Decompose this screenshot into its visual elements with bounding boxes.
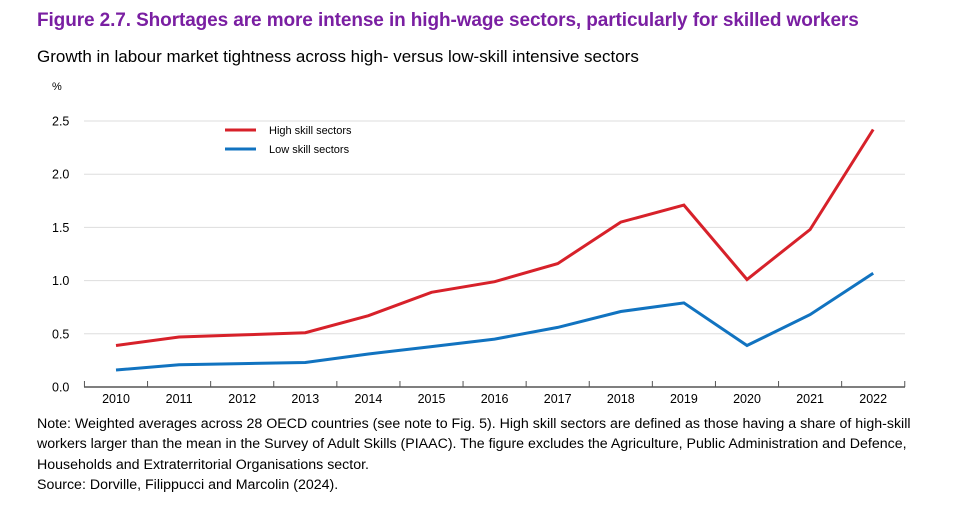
x-axis [83,381,906,388]
series-line-high-skill-sectors [115,128,875,347]
x-tick-label: 2014 [354,392,382,405]
legend: High skill sectors Low skill sectors [225,125,352,156]
gridlines [84,120,905,335]
y-tick-label: 1.0 [52,274,69,288]
x-tick-label: 2016 [481,392,509,405]
figure-notes: Note: Weighted averages across 28 OECD c… [37,414,967,495]
series-lines [115,128,875,372]
y-tick-label: 0.5 [52,327,69,341]
note-line: Households and Extraterritorial Organisa… [37,456,369,473]
series-line-low-skill-sectors [115,271,875,372]
y-tick-label: 0.0 [52,381,69,395]
y-tick-label: 1.5 [52,221,69,235]
x-tick-label: 2020 [733,392,761,405]
line-chart: % 0.00.51.01.52.02.5 2010 2011 2012 2013 201… [52,81,906,405]
x-tick-label: 2017 [544,392,572,405]
x-tick-labels: 2010 2011 2012 2013 2014 2015 2016 2017 2018 2019… [102,392,887,405]
x-tick-label: 2010 [102,392,130,405]
x-tick-label: 2021 [796,392,824,405]
y-axis-unit-label: % [52,81,62,93]
figure-subtitle: Growth in labour market tightness across… [37,47,639,66]
x-tick-label: 2013 [291,392,319,405]
x-tick-label: 2022 [859,392,887,405]
note-line: Note: Weighted averages across 28 OECD c… [37,416,911,432]
legend-label: High skill sectors [269,125,352,137]
x-tick-label: 2011 [166,392,193,405]
x-tick-label: 2019 [670,392,698,405]
x-tick-label: 2018 [607,392,635,405]
figure-title: Figure 2.7. Shortages are more intense i… [37,10,859,31]
x-tick-label: 2012 [228,392,256,405]
source-line: Source: Dorville, Filippucci and Marcoli… [37,476,339,493]
legend-label: Low skill sectors [269,144,350,156]
y-tick-labels: 0.0 0.5 1.0 1.5 2.0 2.5 [52,115,69,395]
y-tick-label: 2.0 [52,168,69,182]
x-tick-label: 2015 [418,392,446,405]
note-line: workers larger than the mean in the Surv… [37,436,907,453]
y-tick-label: 2.5 [52,115,69,129]
